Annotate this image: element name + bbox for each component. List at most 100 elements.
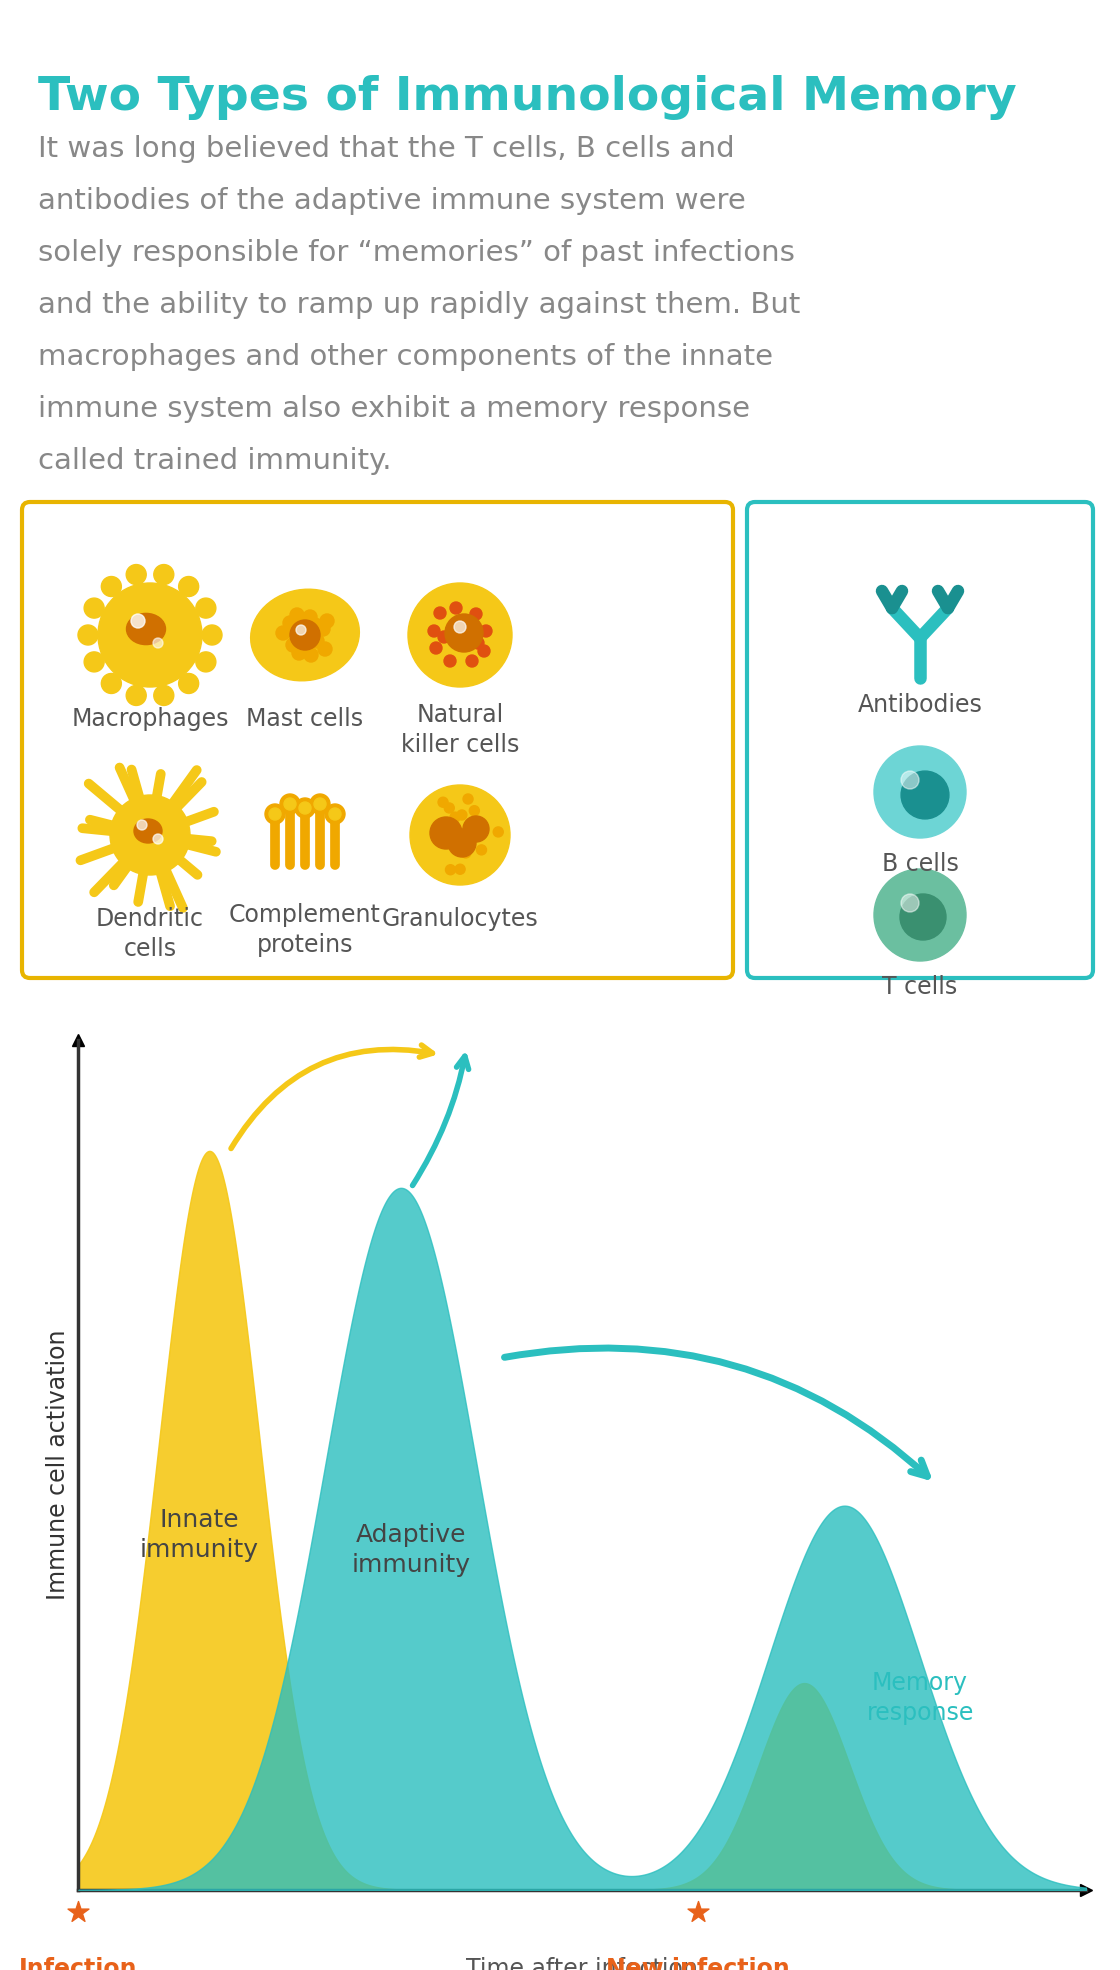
Circle shape xyxy=(325,804,345,823)
Circle shape xyxy=(153,638,164,648)
Circle shape xyxy=(276,626,290,640)
Circle shape xyxy=(153,686,174,705)
Circle shape xyxy=(432,833,442,843)
Text: called trained immunity.: called trained immunity. xyxy=(38,447,392,475)
Point xyxy=(69,1897,87,1929)
Circle shape xyxy=(153,565,174,585)
Text: solely responsible for “memories” of past infections: solely responsible for “memories” of pas… xyxy=(38,238,795,268)
Circle shape xyxy=(430,818,461,849)
Circle shape xyxy=(438,798,448,808)
Text: macrophages and other components of the innate: macrophages and other components of the … xyxy=(38,343,773,370)
Text: Complement
proteins: Complement proteins xyxy=(230,902,381,957)
Circle shape xyxy=(127,565,147,585)
Circle shape xyxy=(446,865,456,875)
Circle shape xyxy=(290,621,320,650)
Text: B cells: B cells xyxy=(881,851,959,877)
Circle shape xyxy=(468,833,478,843)
Circle shape xyxy=(310,634,324,648)
Circle shape xyxy=(296,632,310,646)
Circle shape xyxy=(454,617,466,628)
Circle shape xyxy=(454,621,466,632)
Text: Granulocytes: Granulocytes xyxy=(382,906,539,932)
Circle shape xyxy=(179,577,198,597)
Circle shape xyxy=(283,617,297,630)
Text: Memory
response: Memory response xyxy=(867,1671,973,1724)
Ellipse shape xyxy=(134,820,162,843)
Circle shape xyxy=(900,894,946,940)
Circle shape xyxy=(470,609,482,621)
Circle shape xyxy=(455,865,465,875)
FancyBboxPatch shape xyxy=(22,502,732,977)
Circle shape xyxy=(431,831,441,841)
Circle shape xyxy=(310,794,330,814)
Text: and the ability to ramp up rapidly against them. But: and the ability to ramp up rapidly again… xyxy=(38,292,801,319)
Circle shape xyxy=(900,770,920,790)
Circle shape xyxy=(101,577,121,597)
Circle shape xyxy=(292,646,306,660)
Circle shape xyxy=(299,802,311,814)
Circle shape xyxy=(493,827,503,837)
Text: Adaptive
immunity: Adaptive immunity xyxy=(352,1523,470,1576)
Circle shape xyxy=(84,652,104,672)
Circle shape xyxy=(295,798,315,818)
Circle shape xyxy=(408,583,512,688)
Circle shape xyxy=(900,894,920,912)
Circle shape xyxy=(430,642,442,654)
Text: immune system also exhibit a memory response: immune system also exhibit a memory resp… xyxy=(38,396,750,424)
Circle shape xyxy=(444,654,456,668)
Text: antibodies of the adaptive immune system were: antibodies of the adaptive immune system… xyxy=(38,187,746,215)
Circle shape xyxy=(284,798,296,810)
Text: Innate
immunity: Innate immunity xyxy=(140,1509,259,1562)
Circle shape xyxy=(428,624,440,636)
Circle shape xyxy=(78,624,99,644)
Circle shape xyxy=(463,794,473,804)
Text: It was long believed that the T cells, B cells and: It was long believed that the T cells, B… xyxy=(38,136,735,164)
Text: Mast cells: Mast cells xyxy=(246,707,364,731)
Text: Time after infection: Time after infection xyxy=(466,1956,699,1970)
Circle shape xyxy=(265,804,284,823)
Circle shape xyxy=(286,638,300,652)
Circle shape xyxy=(99,583,202,688)
Circle shape xyxy=(463,816,489,841)
Circle shape xyxy=(445,804,455,814)
Circle shape xyxy=(316,623,330,636)
FancyBboxPatch shape xyxy=(747,502,1093,977)
Text: Dendritic
cells: Dendritic cells xyxy=(96,906,204,961)
Circle shape xyxy=(438,630,450,642)
Circle shape xyxy=(902,770,949,820)
Circle shape xyxy=(101,674,121,693)
Circle shape xyxy=(445,615,483,652)
Circle shape xyxy=(480,624,492,636)
Circle shape xyxy=(320,615,334,628)
Circle shape xyxy=(466,654,478,668)
Circle shape xyxy=(196,599,216,619)
Circle shape xyxy=(476,845,486,855)
Text: Infection: Infection xyxy=(19,1956,138,1970)
Circle shape xyxy=(202,624,222,644)
Circle shape xyxy=(153,833,164,843)
Circle shape xyxy=(448,829,476,857)
Text: New infection: New infection xyxy=(606,1956,791,1970)
Circle shape xyxy=(137,820,147,829)
Circle shape xyxy=(433,825,444,835)
Text: Macrophages: Macrophages xyxy=(72,707,228,731)
Ellipse shape xyxy=(127,613,166,644)
Text: Antibodies: Antibodies xyxy=(858,693,982,717)
Circle shape xyxy=(290,609,304,623)
Circle shape xyxy=(127,686,147,705)
Circle shape xyxy=(478,644,491,658)
Circle shape xyxy=(196,652,216,672)
Circle shape xyxy=(460,847,470,857)
Circle shape xyxy=(298,626,312,640)
Circle shape xyxy=(410,784,510,885)
Circle shape xyxy=(318,642,332,656)
Circle shape xyxy=(280,794,300,814)
Point xyxy=(690,1897,708,1929)
Y-axis label: Immune cell activation: Immune cell activation xyxy=(46,1330,71,1600)
Circle shape xyxy=(450,603,461,615)
Circle shape xyxy=(314,798,326,810)
Circle shape xyxy=(131,615,144,628)
Circle shape xyxy=(296,624,306,634)
Circle shape xyxy=(472,636,484,648)
Circle shape xyxy=(110,796,190,875)
